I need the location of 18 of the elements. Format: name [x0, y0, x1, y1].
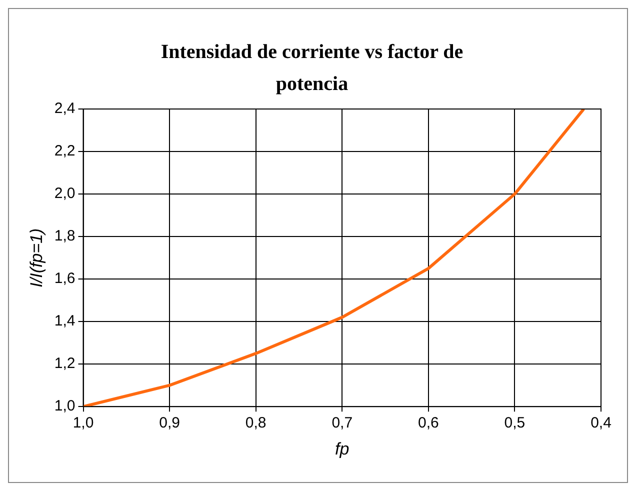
x-tick-label: 0,7 — [332, 414, 353, 432]
chart-title: Intensidad de corriente vs factor de potencia — [160, 41, 464, 96]
x-tick-label: 0,6 — [418, 414, 439, 432]
y-axis-title: I/I(fp=1) — [26, 228, 46, 288]
y-tick-label: 1,6 — [54, 270, 76, 288]
y-tick-label: 1,8 — [54, 228, 76, 245]
x-tick-label: 0,8 — [245, 414, 266, 432]
x-tick-label: 0,9 — [159, 414, 180, 432]
y-tick-label: 1,2 — [54, 355, 76, 372]
y-tick-label: 2,0 — [54, 185, 76, 202]
y-tick-label: 2,4 — [54, 100, 76, 118]
x-axis-title: fp — [335, 440, 350, 459]
x-tick-label: 0,5 — [504, 414, 526, 432]
y-tick-label: 1,0 — [54, 398, 76, 415]
y-tick-label: 2,2 — [54, 142, 76, 160]
x-tick-label: 1,0 — [72, 414, 94, 432]
x-tick-label: 0,4 — [590, 414, 612, 432]
y-tick-label: 1,4 — [54, 312, 76, 330]
